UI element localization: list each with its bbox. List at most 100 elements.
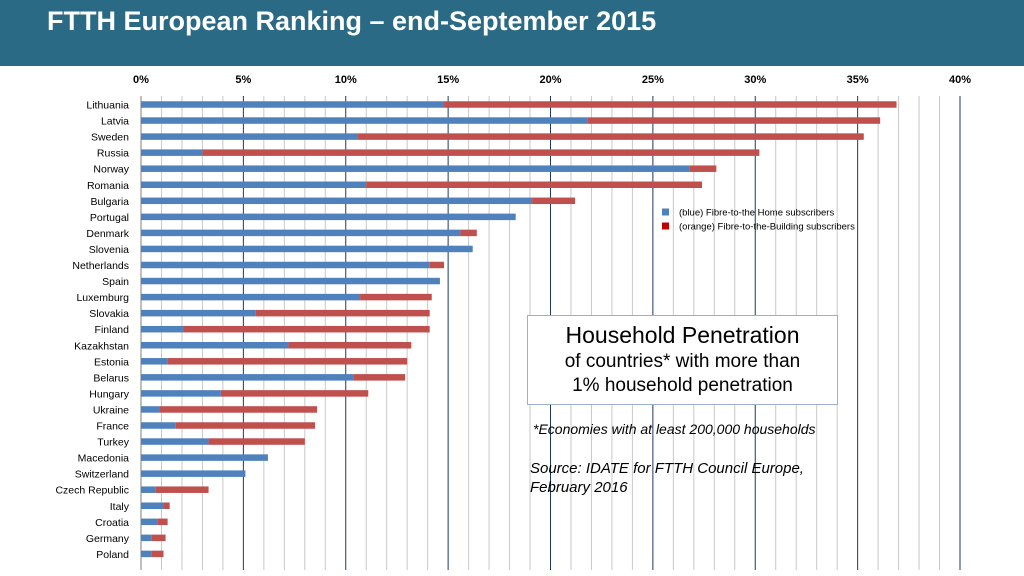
bar-fttb [587,117,881,124]
bar-ftth [141,277,440,285]
bar-ftth [141,406,160,413]
bar-ftth [141,197,533,205]
legend-swatch [662,222,669,230]
y-tick-label: Sweden [91,132,129,144]
bar-fttb [689,165,717,172]
y-tick-label: Hungary [89,388,129,400]
y-tick-label: Estonia [94,356,129,368]
bar-ftth [141,486,156,493]
bar-ftth [141,454,268,461]
footnote: *Economies with at least 200,000 househo… [533,421,816,437]
y-tick-label: Switzerland [75,469,129,481]
y-tick-label: Portugal [90,212,129,224]
y-tick-label: Finland [95,324,130,336]
bar-ftth [141,358,168,365]
bar-ftth [141,390,221,397]
bar-fttb [220,390,369,397]
y-tick-label: Germany [86,533,130,545]
bar-fttb [444,101,897,108]
bar-ftth [141,309,256,317]
x-tick-label: 10% [335,74,357,86]
bar-ftth [141,213,516,221]
bar-fttb [183,325,430,333]
bar-ftth [141,101,445,108]
title-bar: FTTH European Ranking – end-September 20… [0,0,1024,66]
source-line-2: February 2016 [530,479,628,496]
y-tick-label: Netherlands [72,260,129,272]
bar-fttb [157,518,168,526]
y-tick-label: Poland [96,549,129,561]
source-line-1: Source: IDATE for FTTH Council Europe, [530,460,804,477]
info-subtitle-2: 1% household penetration [572,375,793,396]
bar-fttb [151,534,166,542]
x-tick-label: 5% [235,74,251,86]
legend-swatch [662,208,669,216]
y-tick-label: Belarus [93,372,129,384]
bar-ftth [141,518,158,526]
bar-ftth [141,261,430,269]
bar-fttb [366,181,703,188]
y-tick-label: Romania [87,180,129,192]
page-title: FTTH European Ranking – end-September 20… [47,6,657,36]
bar-fttb [208,438,305,445]
bar-fttb [353,374,406,381]
bar-ftth [141,342,289,349]
bar-fttb [360,293,432,301]
y-tick-label: Norway [93,164,129,176]
bar-fttb [159,406,318,413]
y-tick-label: Bulgaria [90,196,129,208]
bar-fttb [460,229,477,237]
bar-ftth [141,293,361,301]
y-tick-label: Macedonia [78,453,130,465]
bar-ftth [141,181,367,188]
y-tick-label: Denmark [86,228,129,240]
y-tick-label: Luxemburg [76,292,129,304]
y-tick-label: Czech Republic [55,485,129,497]
bar-ftth [141,133,359,140]
x-tick-label: 15% [437,74,459,86]
bar-fttb [175,422,316,429]
bar-ftth [141,325,184,333]
y-tick-label: France [96,421,129,433]
y-tick-label: Croatia [95,517,129,529]
bar-fttb [429,261,445,269]
bar-fttb [288,342,412,349]
penetration-info-box: Household Penetration of countries* with… [527,315,838,405]
y-tick-label: Kazakhstan [74,340,129,352]
bar-ftth [141,422,176,429]
bar-fttb [151,550,164,558]
bar-fttb [155,486,209,493]
bar-fttb [167,358,408,365]
y-tick-label: Ukraine [93,404,129,416]
bar-ftth [141,470,246,477]
bar-ftth [141,245,473,253]
source-note: Source: IDATE for FTTH Council Europe, F… [530,459,850,497]
x-tick-label: 35% [847,74,869,86]
bar-fttb [532,197,576,205]
bar-ftth [141,438,209,445]
y-tick-label: Turkey [97,437,129,449]
y-tick-label: Slovenia [89,244,129,256]
y-tick-label: Slovakia [89,308,129,320]
x-tick-label: 30% [744,74,766,86]
y-tick-label: Italy [110,501,130,513]
y-tick-label: Latvia [101,116,129,128]
legend-label: (orange) Fibre-to-the-Building subscribe… [679,222,855,233]
y-tick-label: Russia [97,148,129,160]
y-tick-label: Lithuania [86,100,129,112]
bar-ftth [141,374,354,381]
bar-ftth [141,117,588,124]
info-title: Household Penetration [565,322,800,348]
bar-fttb [202,149,760,156]
bar-ftth [141,229,461,237]
x-tick-label: 25% [642,74,664,86]
bar-ftth [141,502,164,509]
x-tick-label: 0% [133,74,149,86]
bar-ftth [141,149,203,156]
x-tick-label: 20% [539,74,561,86]
bar-fttb [255,309,430,317]
y-tick-label: Spain [102,276,129,288]
bar-ftth [141,165,690,172]
info-subtitle: of countries* with more than [564,351,801,372]
